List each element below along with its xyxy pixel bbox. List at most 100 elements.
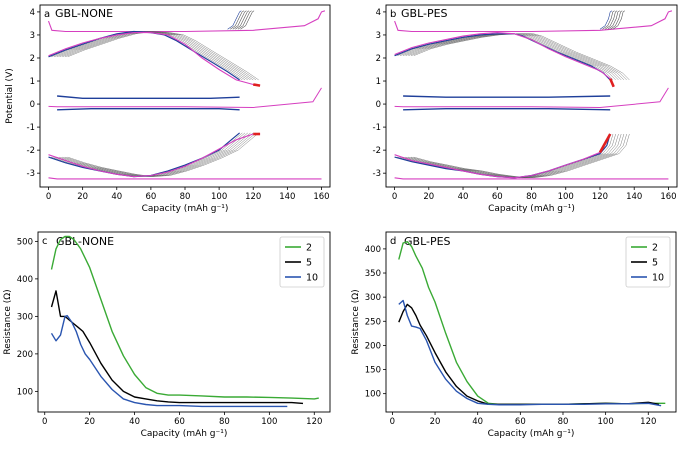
x-tick-label: 140 [626,192,642,202]
y-tick-label: 400 [365,245,381,255]
y-tick-label: 400 [17,275,33,285]
formation-curve-lower [48,177,322,180]
first-cycle-curve [394,33,611,81]
x-tick-label: 0 [46,192,51,202]
x-tick-label: 20 [77,192,88,202]
panel-letter: d [390,236,396,247]
top-charge-curve [599,10,613,30]
x-tick-label: 120 [245,192,261,202]
cycle-curve [59,132,251,177]
x-axis-label: Capacity (mAh g⁻¹) [141,429,228,439]
x-tick-label: 40 [472,417,483,427]
cycle-curve [394,33,611,81]
x-axis-label: Capacity (mAh g⁻¹) [488,204,575,214]
x-tick-label: 40 [129,417,140,427]
y-tick-label: 150 [365,366,381,376]
cycle-curve [53,31,246,81]
top-charge-curve [227,10,242,30]
cycle-curve [399,133,616,179]
y-tick-label: 0 [376,100,381,110]
cycle-curve [397,33,614,81]
series-line-5 [398,303,660,405]
top-charge-curve [602,10,615,30]
x-tick-label: 120 [592,192,608,202]
first-cycle-discharge [403,108,611,111]
y-tick-label: 300 [365,293,381,303]
top-charge-curve [235,10,250,30]
cycle-curve [56,132,248,177]
top-charge-curve [607,10,620,30]
y-axis-label: Resistance (Ω) [3,289,13,354]
top-charge-curve [232,10,247,30]
legend-box [625,236,671,288]
formation-curve-middle [48,87,322,109]
last-cycle-curve [394,32,615,88]
cycle-curve [67,31,259,81]
axes-frame [37,231,331,413]
legend-box [279,236,325,288]
x-tick-label: 120 [640,417,656,427]
x-tick-label: 80 [180,192,191,202]
x-tick-label: 100 [211,192,227,202]
cycle-curve [399,33,616,81]
x-tick-label: 40 [111,192,122,202]
legend-label-10: 10 [652,273,664,284]
cycle-curve [59,31,251,81]
x-tick-label: 120 [306,417,322,427]
y-tick-label: 2 [30,54,35,64]
y-axis-label: Potential (V) [5,68,15,123]
x-tick-label: 60 [145,192,156,202]
y-tick-label: 2 [376,54,381,64]
x-tick-label: 100 [261,417,277,427]
panel-title: GBL-PES [404,235,451,248]
y-tick-label: 3 [376,31,381,41]
formation-curve-middle [394,87,669,109]
legend-label-2: 2 [652,243,658,254]
x-tick-label: 80 [558,417,569,427]
panel-title: GBL-NONE [56,235,114,248]
y-tick-label: -1 [373,123,381,133]
formation-curve-upper [47,10,326,33]
first-cycle-discharge [57,108,240,111]
formation-curve-upper [394,10,673,33]
panel-a: 0 20 40 60 80 100 120 140 160 -3 -2 -1 0 1 2 3 4 Capacity… [5,4,331,214]
cycle-curve [51,31,243,81]
cycle-curve [48,31,240,81]
cycle-curve [56,31,248,81]
y-tick-label: 1 [376,77,381,87]
cycle-curve [394,133,611,179]
panel-d: 0 20 40 60 80 100 120 100 150 200 250 300 350 400 Capa… [351,231,677,439]
x-tick-label: 80 [219,417,230,427]
series-line-10 [398,299,662,407]
y-tick-label: -3 [373,169,381,179]
top-charge-curve [240,10,255,30]
y-tick-label: 4 [30,8,35,18]
first-cycle-curve [48,30,240,81]
y-tick-label: 250 [365,317,381,327]
legend-label-5: 5 [306,258,312,269]
panel-b: 0 20 40 60 80 100 120 140 160 -3 -2 -1 0 1 2 3 4 Capacity… [373,4,678,214]
y-tick-label: 100 [17,387,33,397]
cycle-curve [48,132,240,177]
panel-c: 0 20 40 60 80 100 120 100 200 300 400 500 Capacity (… [3,231,331,439]
top-charge-curve [237,10,252,30]
y-tick-label: 4 [376,8,381,18]
first-cycle-curve [48,132,240,178]
first-cycle-curve [394,133,611,179]
formation-curve-lower [394,177,669,180]
series-line-2 [398,241,666,405]
cycle-curve [402,33,619,81]
panel-letter: c [42,236,48,247]
cycle-curve [405,133,622,179]
x-tick-label: 100 [558,192,574,202]
y-tick-label: 3 [30,31,35,41]
panel-title: GBL-PES [401,7,448,20]
cycle-end-marker [609,78,615,88]
series-line-5 [50,290,304,405]
first-cycle-discharge [403,95,611,98]
first-cycle-discharge [57,95,240,99]
x-axis-label: Capacity (mAh g⁻¹) [488,429,575,439]
last-cycle-curve [48,133,261,178]
y-axis-label: Resistance (Ω) [351,289,361,354]
